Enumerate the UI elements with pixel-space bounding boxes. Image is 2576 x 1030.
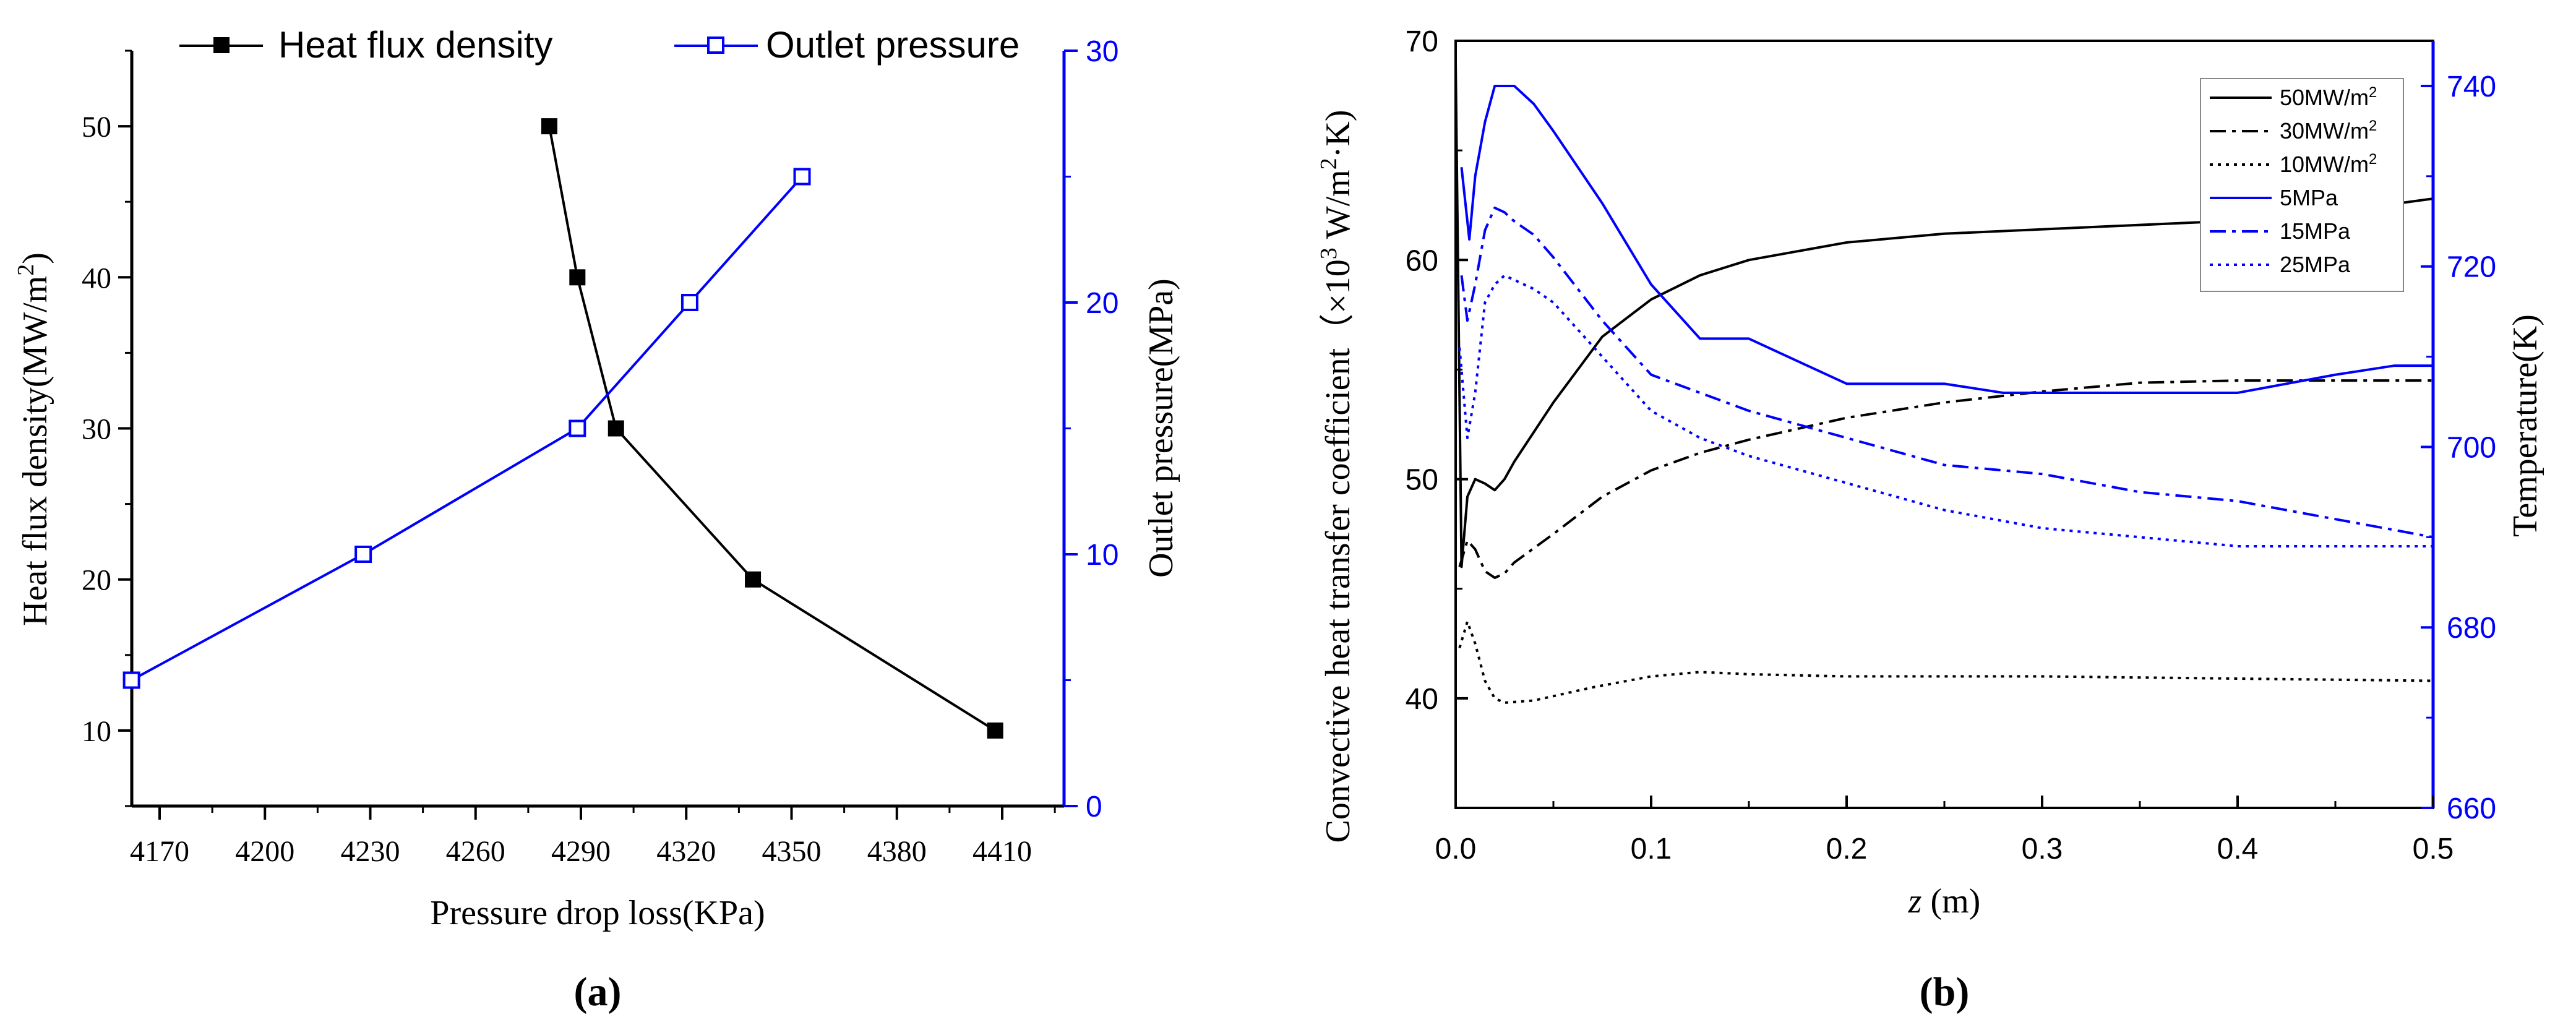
panel-b-left-y-tick-label: 50 — [1406, 464, 1438, 497]
legend-label-5mpa: 5MPa — [2280, 185, 2338, 210]
panel-a-left-y-tick-label: 10 — [82, 715, 111, 748]
legend-label-25mpa: 25MPa — [2280, 252, 2351, 277]
panel-a-x-tick-label: 4200 — [235, 835, 294, 868]
panel-b-x-label-italic: z — [1908, 882, 1922, 921]
legend-label-10mw: 10MW/m2 — [2280, 151, 2377, 178]
legend-marker-outlet-pressure — [707, 36, 724, 54]
panel-b-left-y-label-sup2: 2 — [1316, 158, 1342, 170]
panel-b-left-y-axis-label: Convective heat transfer coefficient（×10… — [1316, 109, 1357, 843]
panel-b-x-tick-label: 0.2 — [1826, 833, 1868, 865]
panel-a-caption: (a) — [574, 969, 622, 1015]
panel-a-x-tick-label: 4170 — [130, 835, 189, 868]
panel-a-left-y-label-sup: 2 — [13, 264, 39, 276]
legend-label-sup: 2 — [2369, 84, 2377, 101]
panel-a-left-y-label-main: Heat flux density(MW/m — [16, 276, 54, 626]
panel-a-series-line-outlet-pressure — [131, 176, 804, 682]
chart-panel-a: 4170 4200 4230 4260 4290 4320 4350 4380 44101020… — [13, 24, 1180, 1015]
panel-a-left-y-tick-label: 50 — [82, 111, 111, 144]
panel-b-right-y-tick-label: 740 — [2447, 71, 2496, 103]
panel-a-x-tick-label: 4320 — [656, 835, 716, 868]
panel-b-caption: (b) — [1920, 969, 1970, 1015]
panel-b-right-y-axis-label: Temperature(K) — [2506, 314, 2544, 537]
panel-b-x-tick-label: 0.5 — [2413, 833, 2454, 865]
panel-a-left-y-tick-label: 20 — [82, 564, 111, 597]
panel-b-series-line-10mw — [1458, 620, 2434, 704]
panel-a-x-tick-label: 4290 — [551, 835, 611, 868]
panel-a-data-point — [122, 671, 140, 689]
legend-label-main: 50MW/m — [2280, 85, 2369, 110]
panel-a-ticks: 4170 4200 4230 4260 4290 4320 4350 4380 4410 10 20… — [82, 35, 1118, 868]
panel-a-x-tick-label: 4230 — [341, 835, 400, 868]
panel-a-data-point — [569, 419, 586, 437]
legend-label-main: 10MW/m — [2280, 152, 2369, 177]
panel-b-right-y-tick-label: 720 — [2447, 251, 2496, 284]
panel-b-series-line-50mw — [1454, 62, 2434, 569]
panel-a-data-point — [745, 571, 762, 588]
panel-a-left-y-tick-label: 30 — [82, 413, 111, 446]
panel-a-right-y-tick-label: 30 — [1086, 35, 1118, 68]
panel-b-series-line-5mpa — [1460, 84, 2433, 394]
legend-item-outlet-pressure: Outlet pressure — [674, 24, 1020, 66]
panel-b-right-y-tick-label: 660 — [2447, 792, 2496, 825]
legend-label-sup: 2 — [2369, 151, 2377, 168]
panel-a-left-y-tick-label: 40 — [82, 262, 111, 294]
panel-a-x-tick-label: 4350 — [762, 835, 822, 868]
panel-a-right-y-tick-label: 10 — [1086, 539, 1118, 572]
panel-a-x-tick-label: 4260 — [446, 835, 505, 868]
panel-b-series — [1454, 62, 2434, 704]
legend-label-sup: 2 — [2369, 118, 2377, 134]
panel-a-right-y-tick-label: 20 — [1086, 287, 1118, 320]
panel-b-series-line-15mpa — [1460, 206, 2434, 539]
panel-a-data-point — [354, 546, 372, 563]
panel-a-right-y-tick-label: 0 — [1086, 791, 1102, 823]
panel-b-left-y-label-mid: W/m — [1319, 170, 1357, 247]
panel-b-legend-box — [2200, 78, 2404, 292]
panel-a-data-point — [608, 420, 624, 437]
legend-label-outlet-pressure: Outlet pressure — [766, 24, 1020, 66]
panel-a-data-point — [680, 294, 698, 311]
panel-a-data-point — [987, 722, 1003, 739]
panel-b-x-label-rest: (m) — [1921, 882, 1980, 921]
panel-b-right-y-tick-label: 700 — [2447, 431, 2496, 464]
panel-a-x-axis-label: Pressure drop loss(KPa) — [430, 894, 765, 932]
panel-b-series-line-30mw — [1458, 379, 2433, 579]
panel-b-left-y-tick-label: 40 — [1406, 683, 1438, 716]
panel-a-left-y-label-end: ) — [16, 252, 54, 264]
panel-b-left-y-label-sup1: 3 — [1316, 247, 1342, 259]
panel-b-left-y-tick-label: 60 — [1406, 244, 1438, 277]
panel-b-left-y-label-main: Convective heat transfer coefficient（×10 — [1319, 259, 1357, 843]
panel-b-x-tick-label: 0.0 — [1435, 833, 1477, 865]
panel-a-data-point — [541, 118, 557, 135]
panel-b-ticks: 0.0 0.1 0.2 0.3 0.4 0.5 40 50 60 70 660 680 700 720 74… — [1406, 25, 2496, 865]
panel-a-right-y-axis-label: Outlet pressure(MPa) — [1142, 278, 1180, 578]
panel-b-left-y-tick-label: 70 — [1406, 25, 1438, 58]
legend-marker-heat-flux — [213, 37, 230, 53]
panel-a-legend: Heat flux density Outlet pressure — [179, 24, 1020, 66]
panel-a-left-y-axis-label: Heat flux density(MW/m2) — [13, 252, 54, 626]
legend-label-50mw: 50MW/m2 — [2280, 84, 2377, 111]
legend-label-main: 30MW/m — [2280, 118, 2369, 144]
panel-b-x-tick-label: 0.1 — [1631, 833, 1672, 865]
panel-b-x-axis-label: z (m) — [1908, 882, 1981, 921]
panel-a-x-tick-label: 4410 — [972, 835, 1032, 868]
legend-label-heat-flux: Heat flux density — [278, 24, 553, 66]
panel-b-right-y-tick-label: 680 — [2447, 612, 2496, 645]
panel-a-series — [122, 118, 1003, 739]
panel-a-data-point — [793, 168, 811, 186]
legend-label-15mpa: 15MPa — [2280, 218, 2351, 244]
legend-label-30mw: 30MW/m2 — [2280, 118, 2377, 144]
chart-panel-b: 0.0 0.1 0.2 0.3 0.4 0.5 40 50 60 70 660 680 700 720 74… — [1316, 25, 2544, 1015]
panel-a-data-point — [569, 269, 586, 286]
panel-a-x-tick-label: 4380 — [867, 835, 927, 868]
panel-b-series-line-25mpa — [1458, 274, 2433, 547]
panel-b-left-y-label-end: ·K) — [1319, 109, 1357, 158]
panel-b-x-tick-label: 0.4 — [2217, 833, 2259, 865]
legend-item-heat-flux: Heat flux density — [179, 24, 553, 66]
panel-b-x-tick-label: 0.3 — [2022, 833, 2063, 865]
